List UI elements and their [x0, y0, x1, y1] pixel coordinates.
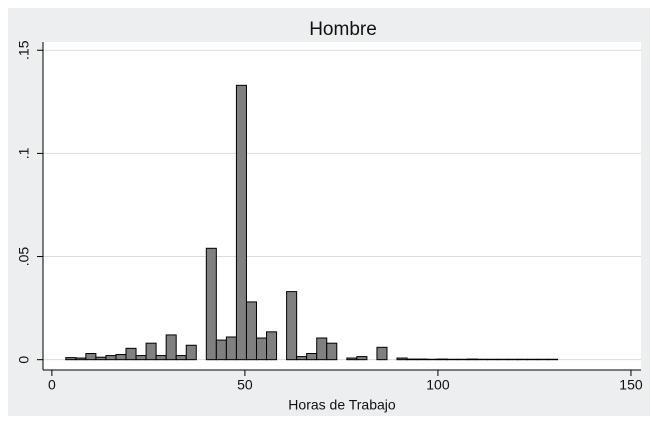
bar: [416, 358, 428, 361]
bar: [215, 339, 227, 361]
bar: [316, 337, 328, 361]
bar: [326, 342, 338, 361]
bar: [205, 247, 217, 361]
y-tick-label: .05: [16, 247, 32, 267]
bar: [225, 336, 237, 361]
y-tick-label: .1: [16, 147, 32, 159]
chart-title: Hombre: [309, 19, 377, 40]
bar: [185, 344, 197, 361]
x-tick-label: 150: [619, 377, 643, 393]
bar: [145, 342, 157, 361]
bar: [105, 355, 117, 361]
plot-region: [43, 42, 641, 370]
bar: [115, 354, 127, 361]
bar: [125, 347, 137, 361]
y-tick-label: .15: [16, 40, 32, 60]
bar: [376, 346, 388, 361]
bar: [436, 358, 448, 361]
bar: [85, 352, 97, 361]
bar: [235, 84, 247, 361]
bar: [65, 357, 77, 361]
bar: [95, 356, 107, 361]
bar: [155, 355, 167, 361]
bar: [245, 301, 257, 361]
bar: [356, 356, 368, 361]
bar: [175, 355, 187, 361]
bar: [346, 357, 358, 361]
bar: [165, 334, 177, 361]
x-axis-label: Horas de Trabajo: [288, 397, 396, 413]
bar: [306, 352, 318, 361]
bar: [255, 337, 268, 361]
x-tick-label: 50: [237, 377, 253, 393]
x-tick-label: 100: [426, 377, 450, 393]
y-tick-label: 0: [16, 356, 32, 364]
bar: [266, 331, 278, 361]
x-tick-label: 0: [48, 377, 56, 393]
bar: [406, 358, 418, 361]
bar: [466, 358, 478, 361]
bar: [135, 355, 147, 361]
bar: [296, 356, 308, 361]
bar: [75, 357, 87, 361]
bar: [286, 291, 298, 361]
bar: [396, 357, 408, 361]
